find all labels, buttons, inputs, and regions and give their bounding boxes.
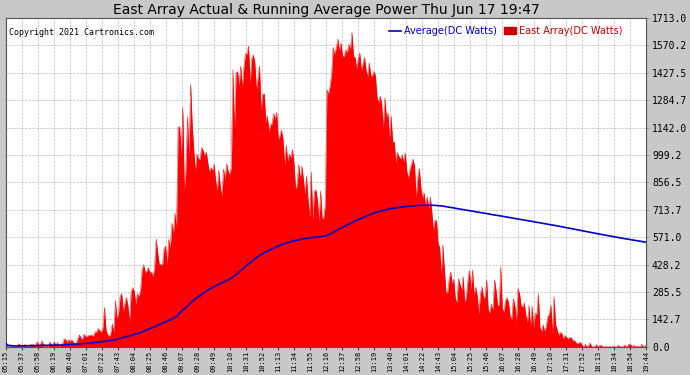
Title: East Array Actual & Running Average Power Thu Jun 17 19:47: East Array Actual & Running Average Powe… <box>112 3 540 17</box>
Legend: Average(DC Watts), East Array(DC Watts): Average(DC Watts), East Array(DC Watts) <box>389 26 622 36</box>
Text: Copyright 2021 Cartronics.com: Copyright 2021 Cartronics.com <box>9 28 154 37</box>
